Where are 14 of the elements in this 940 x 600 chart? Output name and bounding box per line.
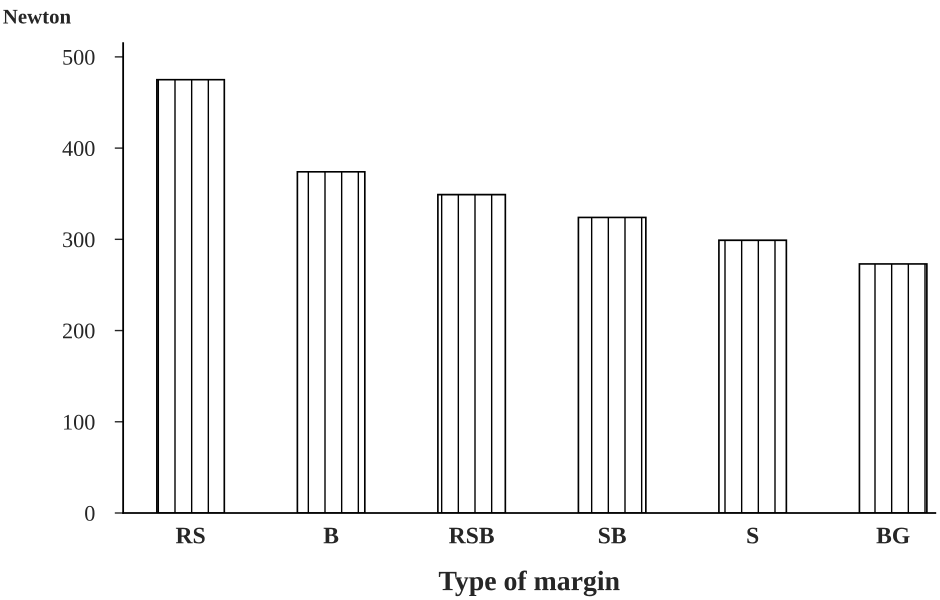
y-tick-label: 300 [63,232,95,248]
x-tick-label: RS [176,528,205,544]
x-tick-label: SB [598,528,626,544]
x-tick-label: BG [876,528,910,544]
y-tick-label: 0 [85,506,95,521]
x-axis-title: Type of margin [438,570,620,596]
y-tick-label: 500 [63,50,95,65]
y-axis-title: Newton [3,10,71,24]
x-tick-label: S [747,528,758,544]
y-tick-label: 200 [63,323,95,338]
x-tick-label: B [324,528,338,544]
x-tick-label: RSB [449,528,494,544]
y-tick-label: 100 [64,414,95,430]
y-tick-label: 400 [62,141,95,156]
